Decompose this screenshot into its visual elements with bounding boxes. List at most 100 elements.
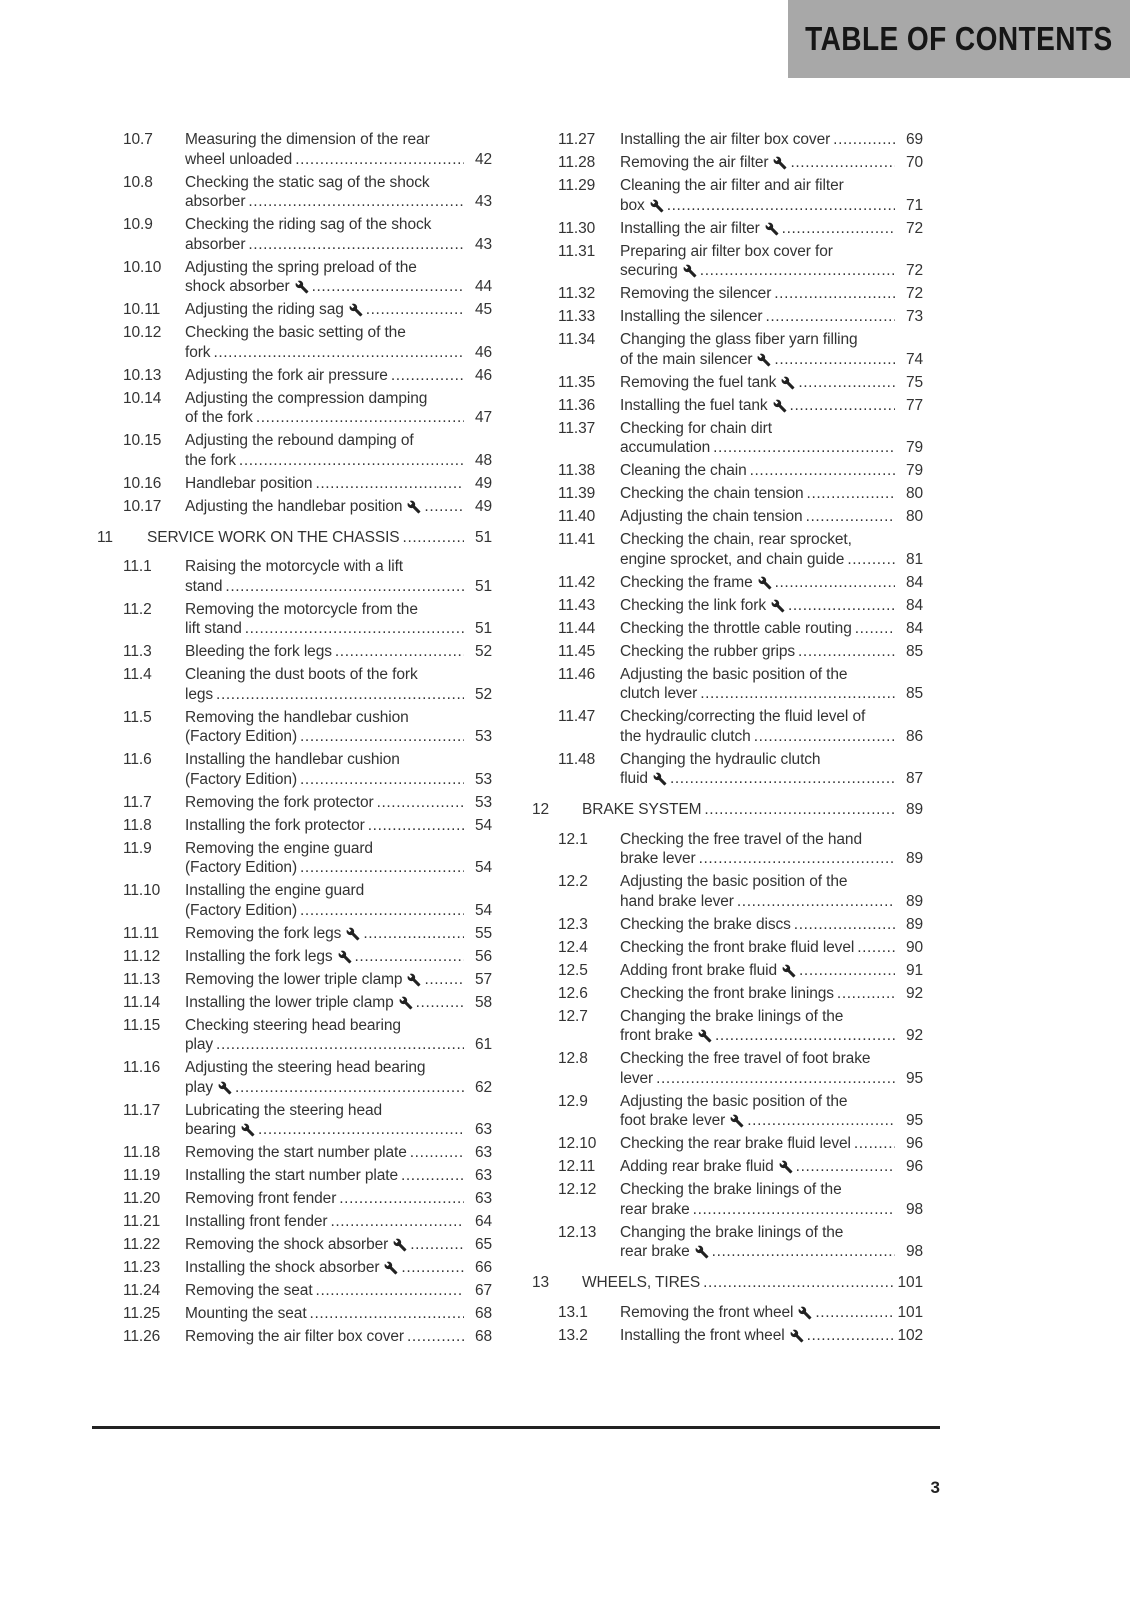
entry-title: Installing the air filter xyxy=(620,219,760,237)
toc-entry: 12.4 Checking the front brake fluid level… xyxy=(558,938,923,958)
entry-number: 11.17 xyxy=(123,1101,161,1119)
dot-leader xyxy=(796,1157,895,1177)
entry-title-line: Checking the brake discs 89 xyxy=(620,915,923,935)
entry-title-line: lift stand 51 xyxy=(185,619,492,639)
entry-title: play xyxy=(185,1036,214,1053)
wrench-icon xyxy=(781,376,795,390)
toc-entry: 12.11 Adding rear brake fluid 96 xyxy=(558,1157,923,1177)
dot-leader xyxy=(410,1143,464,1163)
toc-entry: 11.11 Removing the fork legs 55 xyxy=(123,924,492,944)
toc-entry: 11.48 Changing the hydraulic clutch fluid 8… xyxy=(558,750,923,789)
entry-body: Adjusting the handlebar position 49 xyxy=(185,497,492,517)
entry-title-line: Installing the engine guard xyxy=(185,882,365,899)
entry-title: Installing the lower triple clamp xyxy=(185,993,394,1011)
entry-title: Adding front brake fluid xyxy=(620,961,778,979)
toc-entry: 11.24 Removing the seat 67 xyxy=(123,1281,492,1301)
entry-title-line: Preparing air filter box cover for xyxy=(620,242,833,260)
entry-body: Installing the engine guard (Factory Edit… xyxy=(185,881,492,920)
footer-rule xyxy=(92,1426,940,1429)
entry-body: Checking the static sag of the shock abso… xyxy=(185,173,492,212)
entry-title: Checking the front brake fluid level xyxy=(620,938,855,956)
entry-page-number: 85 xyxy=(905,685,923,702)
dot-leader xyxy=(248,235,464,255)
entry-page-number: 87 xyxy=(905,770,923,787)
entry-number: 12.9 xyxy=(558,1092,588,1110)
entry-title: the hydraulic clutch xyxy=(620,727,751,745)
entry-title: Handlebar position xyxy=(185,474,313,492)
entry-title: Adjusting the chain tension xyxy=(620,508,803,525)
entry-page-number: 55 xyxy=(474,924,492,942)
entry-title: Removing the lower triple clamp xyxy=(185,970,403,988)
entry-title: Checking the front brake linings xyxy=(620,984,834,1002)
entry-number: 11.36 xyxy=(558,396,596,414)
entry-title: fluid xyxy=(620,770,648,787)
toc-entry: 11.7 Removing the fork protector 53 xyxy=(123,793,492,813)
entry-title-line: Checking the free travel of the hand xyxy=(620,830,862,848)
entry-title-line: Adding front brake fluid 91 xyxy=(620,961,923,981)
entry-title: stand xyxy=(185,577,223,595)
dot-leader xyxy=(775,573,895,593)
dot-leader xyxy=(703,1273,893,1293)
toc-column-left: 10.7 Measuring the dimension of the rear w… xyxy=(95,130,492,1350)
entry-body: Checking the free travel of foot brake le… xyxy=(620,1049,923,1088)
entry-body: Checking the chain tension 80 xyxy=(620,484,923,504)
entry-body: Installing the shock absorber 66 xyxy=(185,1258,492,1278)
dot-leader xyxy=(713,438,895,458)
entry-title: of the fork xyxy=(185,409,253,426)
entry-title: Installing front fender xyxy=(185,1213,328,1230)
toc-entry: 11.15 Checking steering head bearing play 6… xyxy=(123,1016,492,1055)
chapter-title: SERVICE WORK ON THE CHASSIS xyxy=(147,528,400,546)
entry-body: Checking the front brake linings 92 xyxy=(620,984,923,1004)
entry-number: 11.3 xyxy=(123,643,152,660)
toc-entry: 12.6 Checking the front brake linings 92 xyxy=(558,984,923,1004)
entry-title: Adjusting the fork air pressure xyxy=(185,366,388,384)
wrench-icon xyxy=(757,353,771,367)
entry-title-line: Installing the fuel tank 77 xyxy=(620,396,923,416)
entry-page-number: 72 xyxy=(905,285,923,302)
toc-entry: 12.13 Changing the brake linings of the re… xyxy=(558,1223,923,1262)
dot-leader xyxy=(403,528,464,548)
entry-title-line: stand 51 xyxy=(185,577,492,597)
toc-entry: 11.41 Checking the chain, rear sprocket, e… xyxy=(558,530,923,569)
entry-body: Checking steering head bearing play 61 xyxy=(185,1016,492,1055)
dot-leader xyxy=(335,642,464,662)
entry-title-line: Removing the air filter 70 xyxy=(620,153,923,173)
entry-title-line: Adding rear brake fluid 96 xyxy=(620,1157,923,1177)
entry-title: foot brake lever xyxy=(620,1112,726,1129)
entry-body: Installing the front wheel 102 xyxy=(620,1326,923,1346)
entry-title-line: (Factory Edition) 53 xyxy=(185,727,492,747)
entry-number: 11.34 xyxy=(558,331,596,348)
entry-number: 12.2 xyxy=(558,873,588,890)
toc-entry: 11.28 Removing the air filter 70 xyxy=(558,153,923,173)
entry-body: Preparing air filter box cover for securi… xyxy=(620,242,923,281)
entry-body: Checking the chain, rear sprocket, engine… xyxy=(620,530,923,569)
entry-title: accumulation xyxy=(620,439,711,456)
entry-title: of the main silencer xyxy=(620,350,753,368)
dot-leader xyxy=(401,1258,464,1278)
dot-leader xyxy=(216,685,464,705)
entry-page-number: 98 xyxy=(905,1200,923,1218)
toc-entry: 12.8 Checking the free travel of foot bra… xyxy=(558,1049,923,1088)
toc-entry: 13.2 Installing the front wheel 102 xyxy=(558,1326,923,1346)
entry-title: Removing the fork protector xyxy=(185,793,374,811)
entry-number: 11.18 xyxy=(123,1144,161,1161)
dot-leader xyxy=(368,816,464,836)
entry-title-line: Checking the rear brake fluid level 96 xyxy=(620,1134,923,1154)
entry-body: Removing the fuel tank 75 xyxy=(620,373,923,393)
entry-title-line: Adjusting the chain tension 80 xyxy=(620,507,923,527)
chapter-number: 11 xyxy=(97,528,113,546)
entry-title: rear brake xyxy=(620,1243,690,1260)
toc-entry: 10.10 Adjusting the spring preload of the… xyxy=(123,258,492,297)
entry-title: Installing the fuel tank xyxy=(620,396,768,414)
wrench-icon xyxy=(653,772,667,786)
entry-page-number: 81 xyxy=(905,550,923,568)
chapter-number: 12 xyxy=(532,801,550,818)
toc-entry: 11.34 Changing the glass fiber yarn filli… xyxy=(558,330,923,369)
entry-title-line: the fork 48 xyxy=(185,451,492,471)
entry-body: Adjusting the compression damping of the … xyxy=(185,389,492,428)
entry-number: 11.31 xyxy=(558,242,596,260)
entry-body: Checking the rubber grips 85 xyxy=(620,642,923,662)
dot-leader xyxy=(700,261,895,281)
entry-title: securing xyxy=(620,262,678,279)
toc-entry: 12.5 Adding front brake fluid 91 xyxy=(558,961,923,981)
